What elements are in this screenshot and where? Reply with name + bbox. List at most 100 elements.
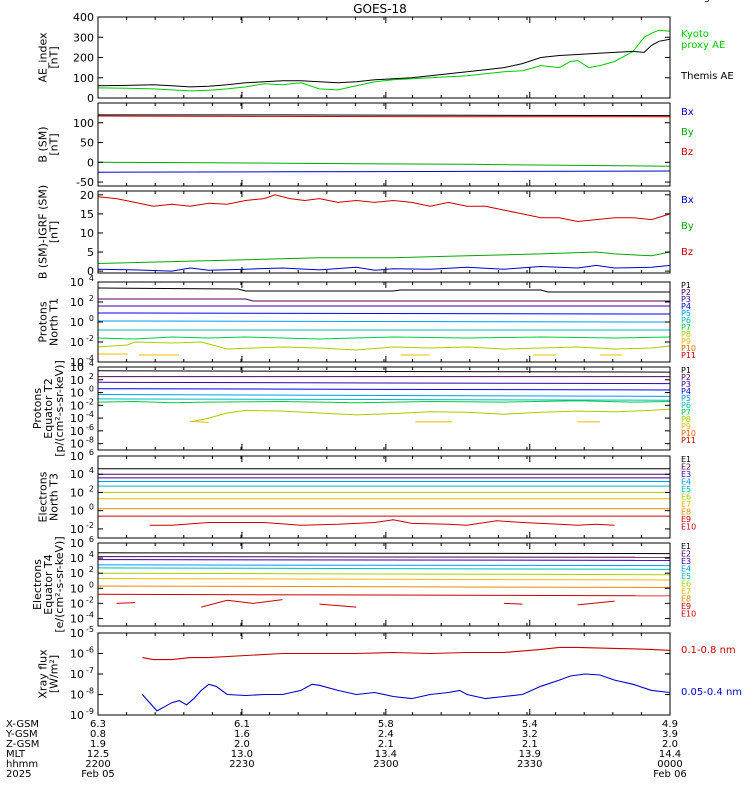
legend-entry: P1 — [681, 366, 691, 375]
y-tick-label: 10 — [70, 296, 84, 309]
y-tick-label: 10 — [70, 387, 84, 400]
y-tick-label: 10 — [70, 316, 84, 329]
series-line-p7 — [97, 336, 671, 340]
panel-3: 0 5 10 15 20 B (SM)-IGRF (SM)[nT] Bx By Bz — [37, 185, 694, 279]
y-axis-label: B (SM) — [37, 126, 50, 162]
y-tick-label: 10 — [70, 612, 84, 625]
series-line-p8 — [97, 341, 671, 351]
x-row-label: Y-GSM — [5, 729, 38, 740]
y-tick-exponent: -4 — [86, 410, 94, 419]
y-tick-label: 10 — [70, 276, 84, 289]
legend-entry: E8 — [681, 595, 691, 604]
y-axis-label: North T1 — [48, 298, 61, 346]
y-tick-label: 0 — [87, 156, 94, 169]
plot-frame — [97, 542, 671, 627]
y-tick-label: 10 — [70, 537, 84, 550]
y-tick-label: 10 — [70, 425, 84, 438]
plot-frame — [97, 366, 671, 451]
series-line-e5 — [97, 567, 671, 570]
series-line-by — [97, 161, 671, 167]
legend-entry: E2 — [681, 550, 691, 559]
y-tick-label: 400 — [73, 11, 94, 24]
series-line-bx — [97, 170, 671, 173]
y-tick-label: -50 — [76, 176, 94, 189]
legend-entry: P10 — [681, 344, 696, 353]
series-line-e9 — [97, 593, 671, 597]
legend-entry: Kyoto — [681, 29, 709, 40]
y-tick-label: 10 — [70, 689, 84, 702]
y-axis-label: [e/(cm²-s-sr-keV)] — [53, 536, 66, 632]
series-line-e7 — [97, 578, 671, 581]
x-tick-value: 3.2 — [522, 729, 538, 740]
y-tick-exponent: 2 — [89, 565, 94, 574]
x-tick-value: 13.0 — [231, 749, 253, 760]
series-line-e4 — [97, 564, 671, 567]
y-tick-label: 10 — [70, 648, 84, 661]
y-tick-exponent: -5 — [86, 625, 94, 634]
series-line-p7 — [97, 400, 671, 404]
x-tick-value: 2.1 — [378, 739, 394, 750]
x-tick-value: 13.4 — [375, 749, 397, 760]
series-line-bx — [97, 264, 671, 272]
y-axis-label: B (SM)-IGRF (SM) — [37, 185, 50, 279]
series-line-p4 — [97, 388, 671, 391]
legend-entry: P7 — [681, 408, 691, 417]
legend-entry: E1 — [681, 455, 691, 464]
x-tick-value: 2.0 — [662, 739, 678, 750]
y-tick-exponent: -2 — [86, 521, 94, 530]
y-tick-exponent: 4 — [89, 359, 94, 368]
y-tick-exponent: 4 — [89, 550, 94, 559]
legend-entry: P2 — [681, 373, 691, 382]
series-line-e10 — [116, 602, 135, 604]
y-tick-exponent: -6 — [86, 423, 94, 432]
series-line-kyoto-proxy-ae — [97, 29, 671, 92]
y-tick-exponent: -8 — [86, 687, 94, 696]
x-tick-value: 5.4 — [522, 719, 538, 730]
x-tick-value: 2.1 — [522, 739, 538, 750]
y-tick-label: 10 — [80, 227, 94, 240]
legend-entry: P7 — [681, 323, 691, 332]
series-line-p6 — [97, 398, 671, 401]
y-axis-label: Electrons — [37, 471, 50, 522]
y-tick-exponent: 2 — [89, 484, 94, 493]
x-tick-value: 4.9 — [662, 719, 678, 730]
y-axis-label: [nT] — [48, 221, 61, 243]
y-axis-label: AE_index — [37, 32, 50, 83]
series-line-e10-seg3 — [503, 602, 523, 605]
legend-entry: 0.1-0.8 nm — [681, 645, 736, 656]
legend-entry: P3 — [681, 380, 691, 389]
y-tick-exponent: 0 — [89, 503, 94, 512]
x-tick-value: 2.4 — [378, 729, 394, 740]
y-tick-exponent: -7 — [86, 666, 94, 675]
x-tick-value: 1.6 — [234, 729, 250, 740]
series-line-e10 — [149, 519, 615, 526]
y-tick-exponent: -4 — [86, 610, 94, 619]
legend-entry: P1 — [681, 281, 691, 290]
legend-entry: E7 — [681, 587, 691, 596]
legend-entry: By — [681, 221, 694, 232]
y-axis-label: Protons — [31, 388, 44, 429]
series-line-p1 — [97, 370, 671, 373]
legend-entry: E10 — [681, 610, 696, 619]
y-tick-exponent: 4 — [89, 466, 94, 475]
legend-entry: P9 — [681, 337, 691, 346]
y-tick-label: 10 — [70, 361, 84, 374]
legend-entry: E3 — [681, 470, 691, 479]
legend-entry: E4 — [681, 478, 691, 487]
series-line-e6 — [97, 572, 671, 576]
y-axis-label: Electrons — [31, 559, 44, 610]
legend-entry: E2 — [681, 463, 691, 472]
x-tick-value: 3.9 — [662, 729, 678, 740]
x-row-label: MLT — [6, 749, 26, 760]
y-tick-exponent: -2 — [86, 397, 94, 406]
legend-entry: E7 — [681, 500, 691, 509]
x-row-label: 2025 — [6, 769, 31, 780]
y-tick-label: 10 — [70, 597, 84, 610]
y-tick-label: 200 — [73, 52, 94, 65]
y-axis-label: Equator T4 — [42, 554, 55, 614]
x-tick-value: 1.9 — [90, 739, 106, 750]
y-tick-exponent: 4 — [89, 274, 94, 283]
y-tick-label: 10 — [70, 399, 84, 412]
plot-frame — [97, 16, 671, 99]
series-line-p5 — [97, 394, 671, 397]
